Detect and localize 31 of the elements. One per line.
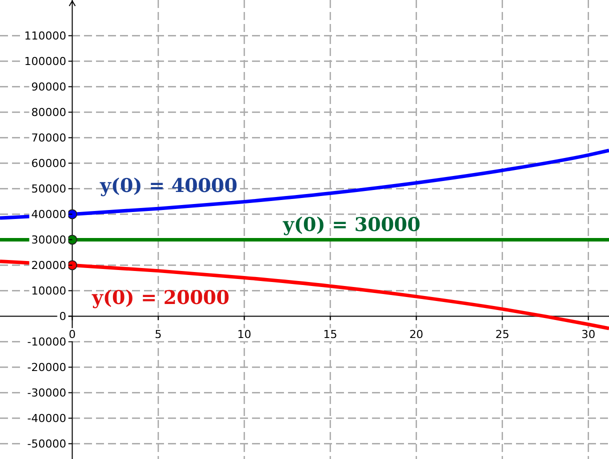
annotation: y(0) = 30000	[282, 214, 420, 236]
x-tick-label: 0	[68, 328, 76, 342]
x-tick-label: 25	[495, 328, 510, 342]
y-tick-label: 0	[59, 310, 66, 324]
x-tick-label: 30	[581, 328, 596, 342]
y-tick-label: -20000	[27, 361, 66, 374]
y-tick-label: 10000	[31, 284, 66, 298]
y-tick-label: 20000	[31, 259, 66, 272]
x-tick-label: 15	[323, 328, 338, 342]
x-tick-label: 10	[237, 328, 252, 342]
point	[67, 234, 78, 245]
y-tick-label: -40000	[27, 412, 66, 426]
y-tick-label: 110000	[24, 30, 66, 43]
annotation: y(0) = 40000	[99, 175, 238, 197]
y-tick-label: 40000	[31, 208, 66, 222]
y-tick-label: -10000	[27, 336, 66, 349]
annotation: y(0) = 20000	[91, 287, 230, 309]
y-tick-label: 100000	[24, 55, 66, 68]
point	[67, 209, 78, 220]
x-tick-label: 5	[154, 328, 162, 342]
y-tick-label: 50000	[31, 182, 66, 196]
y-tick-label: 70000	[31, 132, 66, 145]
y-tick-label: -50000	[27, 438, 66, 451]
x-tick-label: 20	[409, 328, 424, 342]
point	[67, 260, 78, 270]
line-series	[0, 260, 609, 330]
y-tick-label: 90000	[31, 80, 66, 94]
y-tick-label: 80000	[31, 106, 66, 120]
y-tick-label: 60000	[31, 157, 66, 170]
y-tick-label: 30000	[31, 234, 66, 247]
y-tick-label: -30000	[27, 386, 66, 400]
